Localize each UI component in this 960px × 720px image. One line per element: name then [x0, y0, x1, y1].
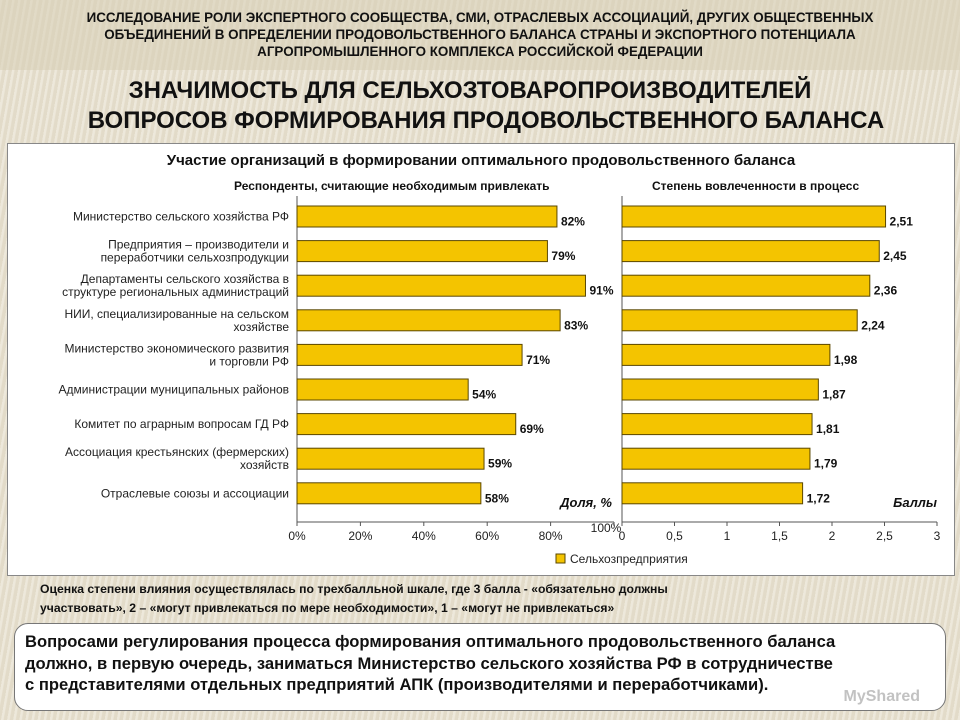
score-tick-label: 1 [724, 529, 731, 543]
footnote-line-2: участвовать», 2 – «могут привлекаться по… [40, 601, 615, 615]
slide-title-line-1: ЗНАЧИМОСТЬ ДЛЯ СЕЛЬХОЗТОВАРОПРОИЗВОДИТЕЛ… [128, 77, 812, 104]
share-bar [296, 205, 558, 228]
share-tick-label: 40% [412, 529, 436, 543]
legend-swatch [555, 553, 566, 564]
score-bar [621, 343, 831, 366]
share-unit-label: Доля, % [559, 495, 612, 510]
header-line-1: ИССЛЕДОВАНИЕ РОЛИ ЭКСПЕРТНОГО СООБЩЕСТВА… [86, 10, 874, 25]
header-band: ИССЛЕДОВАНИЕ РОЛИ ЭКСПЕРТНОГО СООБЩЕСТВА… [0, 0, 960, 70]
header-line-3: АГРОПРОМЫШЛЕННОГО КОМПЛЕКСА РОССИЙСКОЙ Ф… [257, 44, 703, 59]
category-label: хозяйстве [233, 320, 289, 334]
share-tick-label: 60% [475, 529, 499, 543]
score-value-label: 1,79 [814, 457, 838, 471]
conclusion-line-1: Вопросами регулирования процесса формиро… [25, 632, 836, 651]
score-value-label: 1,87 [822, 388, 846, 402]
score-bar [621, 482, 804, 505]
panel-title: Участие организаций в формировании оптим… [166, 152, 796, 169]
share-bar [296, 482, 482, 505]
header-line-2: ОБЪЕДИНЕНИЙ В ОПРЕДЕЛЕНИИ ПРОДОВОЛЬСТВЕН… [104, 27, 856, 42]
share-chart-title: Респонденты, считающие необходимым привл… [234, 179, 550, 193]
share-tick-label: 0% [288, 529, 306, 543]
score-tick-label: 2,5 [876, 529, 893, 543]
charts-svg: Респонденты, считающие необходимым привл… [59, 179, 941, 566]
share-value-label: 58% [485, 491, 509, 505]
category-label: НИИ, специализированные на сельском [64, 307, 289, 321]
score-tick-label: 0,5 [666, 529, 683, 543]
score-value-label: 1,98 [834, 353, 858, 367]
footnote-line-1: Оценка степени влияния осуществлялась по… [40, 582, 668, 596]
share-bar [296, 240, 548, 263]
share-value-label: 59% [488, 457, 512, 471]
score-bar [621, 274, 871, 297]
share-bar [296, 378, 469, 401]
score-value-label: 1,72 [807, 491, 831, 505]
conclusion-box: Вопросами регулирования процесса формиро… [14, 623, 946, 711]
category-label: переработчики сельхозпродукции [101, 251, 289, 265]
category-label: хозяйств [240, 458, 289, 472]
watermark: MyShared [843, 688, 920, 705]
share-bar [296, 309, 561, 332]
category-label: структуре региональных администраций [62, 285, 289, 299]
category-label: и торговли РФ [209, 354, 289, 368]
category-label: Департаменты сельского хозяйства в [81, 272, 289, 286]
score-tick-label: 0 [619, 529, 626, 543]
score-bar [621, 205, 887, 228]
category-label: Ассоциация крестьянских (фермерских) [65, 445, 289, 459]
chart-panel: Участие организаций в формировании оптим… [7, 143, 955, 576]
category-label: Комитет по аграрным вопросам ГД РФ [74, 417, 289, 431]
score-value-label: 2,45 [883, 249, 907, 263]
score-bar [621, 378, 819, 401]
score-bar [621, 447, 811, 470]
category-label: Администрации муниципальных районов [59, 383, 289, 397]
share-value-label: 69% [520, 422, 544, 436]
score-bar [621, 309, 858, 332]
share-tick-label: 100% [591, 521, 622, 535]
share-value-label: 71% [526, 353, 550, 367]
legend-label: Сельхозпредприятия [570, 552, 688, 566]
slide-title-line-2: ВОПРОСОВ ФОРМИРОВАНИЯ ПРОДОВОЛЬСТВЕННОГО… [87, 107, 885, 134]
conclusion-line-3: с представителями отдельных предприятий … [25, 675, 769, 694]
footnote: Оценка степени влияния осуществлялась по… [40, 580, 920, 618]
slide-title: ЗНАЧИМОСТЬ ДЛЯ СЕЛЬХОЗТОВАРОПРОИЗВОДИТЕЛ… [0, 76, 960, 136]
score-unit-label: Баллы [893, 495, 937, 510]
share-value-label: 82% [561, 215, 585, 229]
share-value-label: 83% [564, 318, 588, 332]
category-label: Предприятия – производители и [108, 238, 289, 252]
category-label: Отраслевые союзы и ассоциации [101, 486, 289, 500]
conclusion-line-2: должно, в первую очередь, заниматься Мин… [25, 653, 833, 673]
share-tick-label: 20% [348, 529, 372, 543]
score-value-label: 2,36 [874, 284, 898, 298]
share-value-label: 79% [551, 249, 575, 263]
score-value-label: 2,51 [890, 215, 914, 229]
category-label: Министерство экономического развития [64, 341, 289, 355]
share-bar [296, 413, 517, 436]
score-tick-label: 1,5 [771, 529, 788, 543]
score-tick-label: 3 [934, 529, 941, 543]
score-chart-title: Степень вовлеченности в процесс [652, 179, 859, 193]
share-bar [296, 447, 485, 470]
share-value-label: 54% [472, 388, 496, 402]
score-value-label: 2,24 [861, 318, 885, 332]
score-value-label: 1,81 [816, 422, 840, 436]
share-bar [296, 274, 586, 297]
share-bar [296, 343, 523, 366]
share-tick-label: 80% [539, 529, 563, 543]
score-bar [621, 240, 880, 263]
score-bar [621, 413, 813, 436]
score-tick-label: 2 [829, 529, 836, 543]
category-label: Министерство сельского хозяйства РФ [73, 210, 289, 224]
share-value-label: 91% [589, 284, 613, 298]
